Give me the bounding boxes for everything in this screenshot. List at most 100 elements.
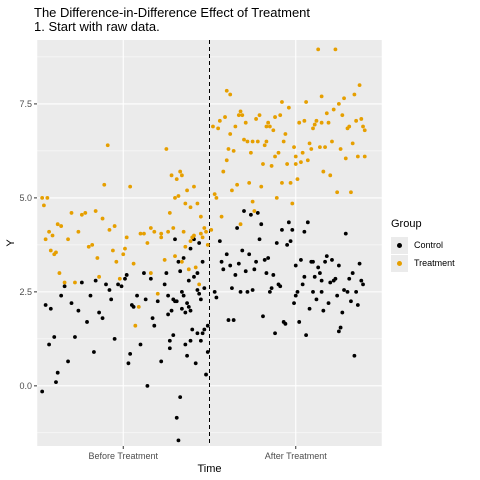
data-point-control <box>166 293 171 298</box>
data-point-treatment <box>124 235 129 240</box>
data-point-treatment <box>273 154 277 159</box>
data-point-treatment <box>264 124 269 129</box>
data-point-control <box>185 301 189 306</box>
legend-item-treatment: Treatment <box>391 254 455 272</box>
data-point-treatment <box>162 258 167 262</box>
data-point-control <box>124 273 129 277</box>
data-point-control <box>240 248 245 253</box>
data-point-treatment <box>205 242 210 247</box>
data-point-control <box>292 301 296 306</box>
data-point-control <box>269 286 274 291</box>
data-point-control <box>126 361 131 366</box>
data-point-treatment <box>123 246 127 251</box>
data-point-control <box>188 308 193 313</box>
data-point-treatment <box>188 239 193 244</box>
data-point-treatment <box>47 229 51 234</box>
data-point-control <box>333 276 338 281</box>
y-tick-label: 2.5 <box>19 287 32 297</box>
data-point-control <box>183 342 188 347</box>
legend-dot-icon <box>397 242 402 248</box>
data-point-treatment <box>59 224 64 228</box>
data-point-control <box>192 274 196 279</box>
data-point-treatment <box>202 226 207 230</box>
data-point-control <box>316 265 321 270</box>
data-point-treatment <box>224 158 229 163</box>
data-point-treatment <box>335 190 340 195</box>
data-point-treatment <box>148 271 153 275</box>
data-point-control <box>100 316 105 321</box>
data-point-control <box>152 323 157 328</box>
data-point-treatment <box>293 162 298 166</box>
data-point-control <box>69 301 74 306</box>
data-point-treatment <box>266 120 271 125</box>
data-point-control <box>305 220 310 225</box>
data-point-treatment <box>204 229 208 234</box>
data-point-control <box>88 293 93 298</box>
data-point-treatment <box>242 137 246 142</box>
data-point-treatment <box>152 229 157 234</box>
data-point-treatment <box>330 139 334 144</box>
data-point-treatment <box>286 105 291 110</box>
data-point-control <box>236 261 241 266</box>
data-point-control <box>217 239 222 244</box>
data-point-treatment <box>350 141 355 146</box>
data-point-treatment <box>138 231 143 236</box>
data-point-control <box>97 310 101 315</box>
data-point-control <box>167 346 172 351</box>
data-point-control <box>262 258 267 262</box>
data-point-control <box>311 289 315 294</box>
data-point-control <box>323 259 327 264</box>
data-point-treatment <box>214 195 219 200</box>
data-point-control <box>190 327 195 332</box>
data-point-control <box>79 280 84 285</box>
data-point-treatment <box>295 177 300 181</box>
data-point-control <box>66 359 70 364</box>
data-point-treatment <box>95 256 100 260</box>
data-point-treatment <box>223 115 227 119</box>
data-point-treatment <box>121 252 126 257</box>
data-point-control <box>52 335 57 339</box>
data-point-treatment <box>178 169 183 174</box>
data-point-treatment <box>362 128 367 133</box>
data-point-control <box>255 211 260 215</box>
data-point-control <box>274 241 279 245</box>
data-point-treatment <box>155 291 160 296</box>
data-point-control <box>231 318 236 322</box>
data-point-treatment <box>198 231 203 236</box>
legend-key-control <box>391 236 408 254</box>
data-point-treatment <box>278 113 283 118</box>
data-point-control <box>300 282 305 287</box>
data-point-treatment <box>133 323 138 328</box>
legend-key-treatment <box>391 254 408 272</box>
legend: Group Control Treatment <box>391 218 455 272</box>
data-point-treatment <box>257 113 262 118</box>
data-point-treatment <box>255 139 260 144</box>
data-point-control <box>169 308 174 313</box>
data-point-treatment <box>169 173 174 178</box>
data-point-treatment <box>280 180 284 185</box>
data-point-treatment <box>69 211 74 215</box>
data-point-control <box>354 289 359 294</box>
data-point-control <box>138 342 143 347</box>
data-point-treatment <box>171 226 176 230</box>
x-tick-label: After Treatment <box>265 451 328 461</box>
data-point-treatment <box>57 271 62 275</box>
data-point-treatment <box>311 126 315 131</box>
data-point-treatment <box>254 117 258 121</box>
data-point-treatment <box>252 209 257 213</box>
data-point-control <box>326 301 331 306</box>
data-point-control <box>104 282 108 287</box>
data-point-control <box>204 372 208 377</box>
data-point-control <box>93 278 98 283</box>
data-point-control <box>183 310 188 315</box>
data-point-control <box>62 284 67 289</box>
data-point-treatment <box>42 203 46 208</box>
data-point-treatment <box>292 145 296 150</box>
data-point-control <box>148 276 153 281</box>
data-point-treatment <box>117 276 122 281</box>
data-point-control <box>202 286 207 291</box>
data-point-control <box>112 336 117 341</box>
data-point-treatment <box>262 143 267 148</box>
data-point-control <box>48 306 53 311</box>
data-point-treatment <box>273 115 277 119</box>
